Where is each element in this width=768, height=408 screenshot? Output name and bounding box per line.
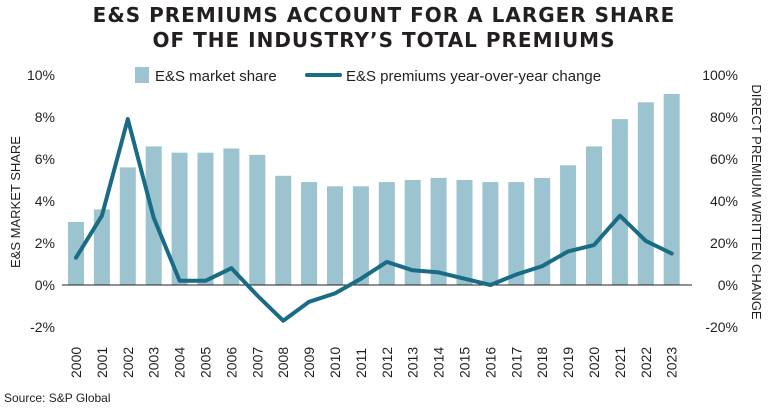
x-tick-label: 2019 bbox=[560, 347, 576, 378]
bar-2012 bbox=[378, 182, 395, 285]
x-tick-label: 2017 bbox=[508, 347, 524, 378]
left-tick-label: 10% bbox=[27, 67, 55, 83]
left-axis-title: E&S MARKET SHARE bbox=[8, 136, 23, 268]
x-tick-label: 2002 bbox=[120, 347, 136, 378]
x-tick-label: 2018 bbox=[534, 347, 550, 378]
x-axis-ticks: 2000 2001 2002 2003 2004 2005 2006 2007 2008 2009… bbox=[68, 347, 680, 378]
bar-2020 bbox=[586, 146, 602, 285]
x-tick-label: 2000 bbox=[68, 347, 84, 378]
right-tick-label: 80% bbox=[710, 109, 738, 125]
x-tick-label: 2015 bbox=[457, 347, 473, 378]
bar-2011 bbox=[352, 186, 369, 285]
x-tick-label: 2005 bbox=[198, 347, 214, 378]
right-tick-label: -20% bbox=[705, 319, 738, 335]
x-tick-label: 2010 bbox=[327, 347, 343, 378]
bar-2010 bbox=[327, 186, 343, 285]
legend-swatch-market-share bbox=[135, 67, 149, 83]
bar-2000 bbox=[68, 222, 84, 285]
bar-2013 bbox=[404, 180, 421, 285]
right-tick-label: 0% bbox=[718, 277, 738, 293]
bar-2019 bbox=[560, 165, 577, 285]
yoy-change-line bbox=[74, 117, 674, 323]
x-tick-label: 2006 bbox=[223, 347, 239, 378]
bar-2007 bbox=[249, 154, 266, 285]
bar-2005 bbox=[197, 152, 214, 285]
source-note: Source: S&P Global bbox=[4, 391, 111, 405]
legend-label-market-share: E&S market share bbox=[155, 68, 277, 85]
left-tick-label: 8% bbox=[35, 109, 55, 125]
x-tick-label: 2016 bbox=[482, 347, 498, 378]
x-tick-label: 2020 bbox=[586, 347, 602, 378]
left-tick-label: 4% bbox=[35, 193, 55, 209]
bar-2017 bbox=[508, 182, 525, 285]
bar-2016 bbox=[482, 182, 499, 285]
left-tick-label: -2% bbox=[30, 319, 55, 335]
left-tick-label: 6% bbox=[35, 151, 55, 167]
x-tick-label: 2009 bbox=[301, 347, 317, 378]
bar-2015 bbox=[456, 180, 473, 285]
bar-2001 bbox=[93, 209, 110, 285]
x-tick-label: 2021 bbox=[612, 347, 628, 378]
bar-2018 bbox=[534, 177, 551, 285]
chart-title-line-2: OF THE INDUSTRY’S TOTAL PREMIUMS bbox=[153, 28, 616, 52]
x-tick-label: 2004 bbox=[172, 347, 188, 378]
bar-2021 bbox=[611, 119, 628, 285]
right-tick-label: 40% bbox=[710, 193, 738, 209]
right-tick-label: 20% bbox=[710, 235, 738, 251]
x-tick-label: 2003 bbox=[146, 347, 162, 378]
right-tick-label: 100% bbox=[702, 67, 738, 83]
x-tick-label: 2011 bbox=[353, 348, 369, 378]
bar-2014 bbox=[430, 177, 447, 285]
bar-2022 bbox=[637, 102, 654, 285]
legend: E&S market share E&S premiums year-over-… bbox=[135, 67, 601, 85]
x-tick-label: 2023 bbox=[664, 347, 680, 378]
right-axis-ticks: 100% 80% 60% 40% 20% 0% -20% bbox=[702, 67, 738, 335]
legend-label-yoy-change: E&S premiums year-over-year change bbox=[346, 68, 601, 85]
x-tick-label: 2001 bbox=[94, 347, 110, 378]
left-tick-label: 2% bbox=[35, 235, 55, 251]
x-tick-label: 2012 bbox=[379, 347, 395, 378]
bar-2023 bbox=[663, 93, 680, 286]
right-axis-title: DIRECT PREMIUM WRITTEN CHANGE bbox=[749, 84, 764, 320]
bar-2002 bbox=[119, 167, 136, 285]
bars bbox=[68, 93, 680, 286]
bar-2006 bbox=[223, 148, 240, 285]
x-tick-label: 2013 bbox=[405, 347, 421, 378]
right-tick-label: 60% bbox=[710, 151, 738, 167]
left-axis-ticks: 10% 8% 6% 4% 2% 0% -2% bbox=[27, 67, 55, 335]
bar-2008 bbox=[275, 175, 292, 285]
x-tick-label: 2014 bbox=[431, 347, 447, 378]
chart-title-line-1: E&S PREMIUMS ACCOUNT FOR A LARGER SHARE bbox=[93, 3, 676, 27]
x-tick-label: 2008 bbox=[275, 347, 291, 378]
bar-2004 bbox=[171, 152, 188, 285]
left-tick-label: 0% bbox=[35, 277, 55, 293]
x-tick-label: 2022 bbox=[638, 347, 654, 378]
x-tick-label: 2007 bbox=[249, 347, 265, 378]
bar-2009 bbox=[301, 182, 318, 285]
